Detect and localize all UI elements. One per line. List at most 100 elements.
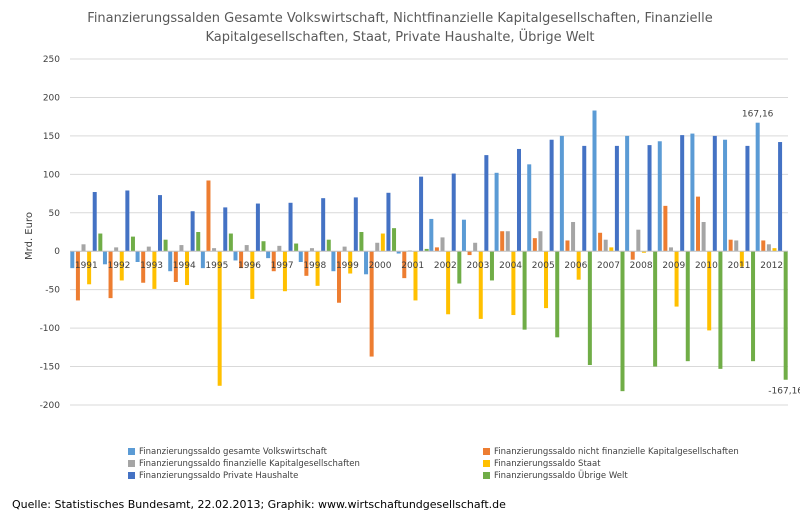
bar-1995-series-1 [206, 180, 211, 252]
bar-2007-series-5 [620, 251, 625, 392]
legend-swatch [483, 460, 490, 467]
bar-2006-series-1 [565, 240, 570, 252]
bar-1994-series-0 [168, 251, 173, 272]
bar-2008-series-1 [630, 251, 635, 260]
bar-2006-series-0 [559, 135, 564, 252]
bar-1997-series-5 [294, 243, 299, 252]
bar-2001-series-0 [396, 251, 401, 254]
bar-2012-series-4 [778, 142, 783, 252]
bar-1996-series-0 [233, 251, 238, 261]
bar-2011-series-1 [728, 239, 733, 252]
bar-2010-series-1 [696, 196, 701, 252]
bar-2008-series-2 [636, 229, 641, 252]
legend-swatch [483, 448, 490, 455]
y-tick-label: -200 [40, 401, 61, 411]
bar-2010-series-0 [690, 133, 695, 252]
bar-2006-series-2 [571, 222, 576, 252]
bar-1999-series-5 [359, 232, 364, 252]
y-tick-label: 0 [54, 247, 60, 257]
y-axis-label: Mrd. Euro [24, 212, 35, 260]
bar-1999-series-0 [331, 251, 336, 272]
bar-1993-series-0 [135, 251, 140, 262]
bar-2012-series-1 [761, 240, 766, 252]
bar-2003-series-0 [461, 219, 466, 252]
y-axis-ticks: -200 -150 -100 -50 0 50 100 150 200 250 [40, 55, 61, 411]
bar-2005-series-3 [544, 251, 549, 309]
bar-2007-series-0 [592, 110, 597, 252]
x-category-label: 2012 [760, 261, 783, 271]
bar-2003-series-2 [473, 242, 478, 252]
bar-2000-series-5 [392, 228, 397, 252]
bar-2008-series-5 [653, 251, 658, 367]
bar-1993-series-4 [157, 195, 162, 252]
bar-2006-series-5 [587, 251, 592, 366]
bar-2005-series-0 [527, 164, 532, 252]
legend-swatch [483, 472, 490, 479]
bar-2008-series-3 [641, 251, 646, 253]
bar-2006-series-3 [576, 251, 581, 280]
bar-2006-series-4 [582, 145, 587, 252]
bar-2007-series-1 [598, 232, 603, 252]
bar-2008-series-0 [625, 135, 630, 252]
bar-2007-series-3 [609, 247, 614, 252]
y-tick-label: 50 [49, 209, 61, 219]
bar-1994-series-2 [179, 245, 184, 252]
bar-1999-series-4 [353, 197, 358, 252]
bar-2002-series-0 [429, 218, 434, 252]
x-category-label: 1996 [238, 261, 261, 271]
bar-2002-series-2 [440, 237, 445, 252]
bar-2003-series-3 [478, 251, 483, 319]
bar-2010-series-2 [701, 222, 706, 252]
bar-1996-series-4 [255, 203, 260, 252]
bar-1996-series-3 [250, 251, 255, 299]
x-category-label: 2000 [369, 261, 392, 271]
bar-1998-series-4 [321, 198, 326, 252]
bar-1994-series-3 [185, 251, 190, 286]
legend-entry-label: Finanzierungssaldo Übrige Welt [494, 470, 628, 481]
x-category-label: 1993 [140, 261, 163, 271]
bar-2009-series-1 [663, 205, 668, 252]
bar-1994-series-5 [196, 232, 201, 252]
bar-2000-series-0 [364, 251, 369, 275]
bar-2012-series-5 [783, 251, 788, 380]
bar-1992-series-3 [119, 251, 124, 281]
legend-swatch [128, 448, 135, 455]
bar-1991-series-4 [92, 192, 97, 252]
bar-2011-series-0 [723, 139, 728, 252]
chart-title-line-2: Kapitalgesellschaften, Staat, Private Ha… [205, 28, 594, 45]
gridlines [70, 58, 788, 406]
bar-2004-series-3 [511, 251, 516, 316]
bar-2011-series-3 [739, 251, 744, 267]
x-category-label: 2008 [630, 261, 653, 271]
legend-entry-label: Finanzierungssaldo finanzielle Kapitalge… [139, 459, 360, 469]
bar-1998-series-5 [326, 239, 331, 252]
bar-2009-series-0 [657, 141, 662, 252]
y-tick-label: 250 [43, 55, 60, 65]
bar-2002-series-5 [457, 251, 462, 284]
bar-1997-series-4 [288, 202, 293, 252]
bar-1992-series-4 [125, 190, 130, 252]
x-category-label: 2006 [564, 261, 587, 271]
bar-1994-series-1 [173, 251, 178, 282]
bar-2009-series-2 [668, 247, 673, 252]
x-category-label: 1995 [205, 261, 228, 271]
bar-1999-series-3 [348, 251, 353, 274]
y-tick-label: -100 [40, 324, 61, 334]
y-tick-label: 150 [43, 132, 60, 142]
y-tick-label: -50 [45, 286, 60, 296]
chart-title-line-1: Finanzierungssalden Gesamte Volkswirtsch… [87, 11, 712, 26]
bar-1997-series-3 [282, 251, 287, 292]
bar-1991-series-0 [70, 251, 75, 269]
legend-entry-label: Finanzierungssaldo Private Haushalte [139, 471, 298, 481]
bar-1999-series-2 [342, 246, 347, 252]
bar-1995-series-0 [200, 251, 205, 269]
legend-entry-label: Finanzierungssaldo nicht finanzielle Kap… [494, 447, 739, 457]
bar-2010-series-4 [712, 135, 717, 252]
bar-2000-series-1 [369, 251, 374, 357]
bar-2004-series-5 [522, 251, 527, 330]
y-tick-label: -150 [40, 363, 61, 373]
bar-2001-series-3 [413, 251, 418, 301]
bar-2000-series-2 [375, 242, 380, 252]
bar-1992-series-1 [108, 251, 113, 299]
